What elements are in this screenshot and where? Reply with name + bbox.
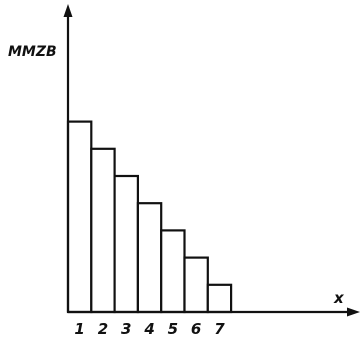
x-tick-label-7: 7 xyxy=(214,320,225,338)
y-axis-arrow-icon xyxy=(63,4,73,17)
x-axis-arrow-icon xyxy=(347,307,360,317)
bars-group xyxy=(66,120,233,314)
bar-5 xyxy=(160,229,186,314)
bar-6 xyxy=(183,256,209,314)
x-tick-label-6: 6 xyxy=(191,320,201,338)
x-tick-label-3: 3 xyxy=(121,320,131,338)
x-axis-label: x xyxy=(333,289,345,307)
x-tick-label-5: 5 xyxy=(168,320,178,338)
bar-1 xyxy=(66,120,93,314)
y-axis-label: MMZB xyxy=(8,44,57,60)
bar-7 xyxy=(206,283,233,314)
x-tick-label-4: 4 xyxy=(143,320,154,338)
x-tick-label-1: 1 xyxy=(74,320,84,338)
bar-3 xyxy=(113,174,139,314)
bar-4 xyxy=(136,202,163,314)
bar-2 xyxy=(90,147,116,314)
x-tick-label-2: 2 xyxy=(98,320,108,338)
